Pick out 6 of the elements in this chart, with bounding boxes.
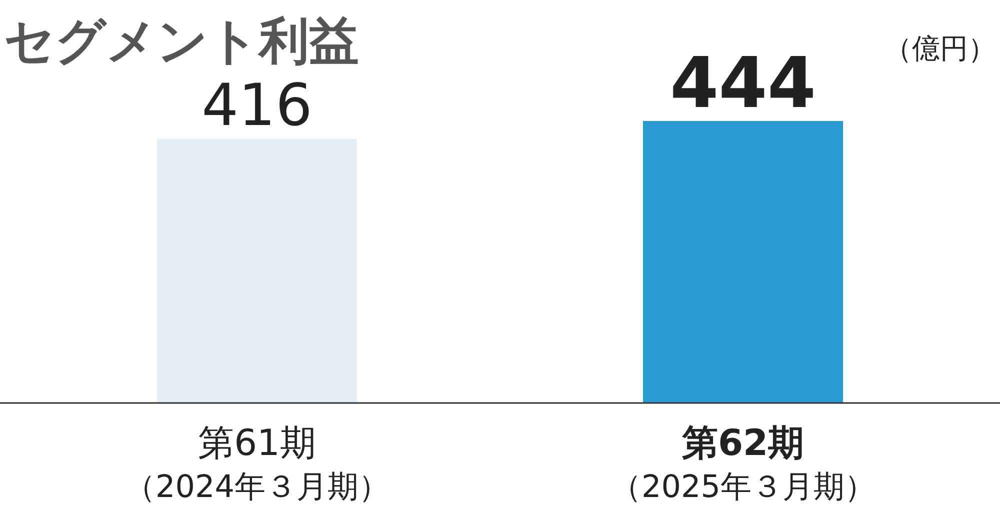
- y-axis-title: （億円）: [884, 32, 996, 65]
- x-tick-label: 第61期（2024年３月期）: [124, 423, 390, 505]
- x-tick-label: 第62期（2025年３月期）: [610, 423, 876, 505]
- data-label: 444: [670, 42, 816, 124]
- data-label: 416: [202, 70, 312, 139]
- chart-title: セグメント利益: [4, 12, 359, 70]
